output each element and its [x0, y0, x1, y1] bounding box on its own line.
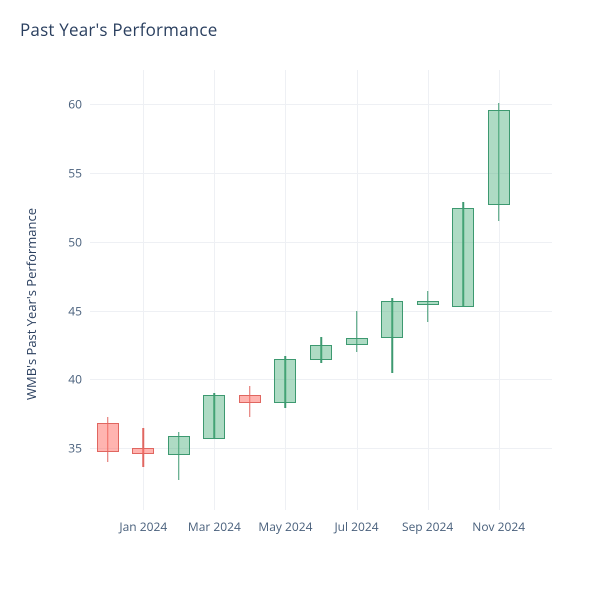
- gridline-v: [357, 70, 358, 510]
- gridline-h: [90, 242, 552, 243]
- x-tick-label: Nov 2024: [472, 510, 525, 535]
- candle-body: [203, 395, 225, 439]
- gridline-h: [90, 448, 552, 449]
- y-tick-label: 60: [68, 96, 90, 113]
- candle-body: [239, 395, 261, 403]
- gridline-v: [428, 70, 429, 510]
- gridline-h: [90, 311, 552, 312]
- candle-body: [274, 359, 296, 403]
- candle-body: [132, 448, 154, 454]
- y-axis-label: WMB's Past Year's Performance: [22, 208, 40, 400]
- candle-body: [488, 110, 510, 205]
- x-tick-label: Jul 2024: [334, 510, 378, 535]
- gridline-v: [214, 70, 215, 510]
- gridline-v: [285, 70, 286, 510]
- candle-wick: [356, 311, 358, 352]
- x-tick-label: May 2024: [258, 510, 312, 535]
- candle-body: [417, 301, 439, 305]
- gridline-h: [90, 104, 552, 105]
- x-tick-label: Sep 2024: [402, 510, 453, 535]
- candle-body: [168, 436, 190, 455]
- candle-body: [310, 345, 332, 360]
- x-tick-label: Mar 2024: [188, 510, 241, 535]
- candle-body: [346, 338, 368, 345]
- plot-area: 354045505560Jan 2024Mar 2024May 2024Jul …: [90, 70, 552, 510]
- y-tick-label: 55: [68, 165, 90, 182]
- y-tick-label: 50: [68, 233, 90, 250]
- y-tick-label: 40: [68, 371, 90, 388]
- candle-wick: [427, 291, 429, 321]
- y-tick-label: 35: [68, 440, 90, 457]
- gridline-h: [90, 173, 552, 174]
- chart-title: Past Year's Performance: [20, 18, 217, 41]
- candle-body: [381, 301, 403, 338]
- y-tick-label: 45: [68, 302, 90, 319]
- candle-body: [97, 423, 119, 452]
- candle-body: [452, 208, 474, 307]
- gridline-h: [90, 379, 552, 380]
- x-tick-label: Jan 2024: [119, 510, 167, 535]
- candlestick-chart: Past Year's Performance WMB's Past Year'…: [0, 0, 600, 600]
